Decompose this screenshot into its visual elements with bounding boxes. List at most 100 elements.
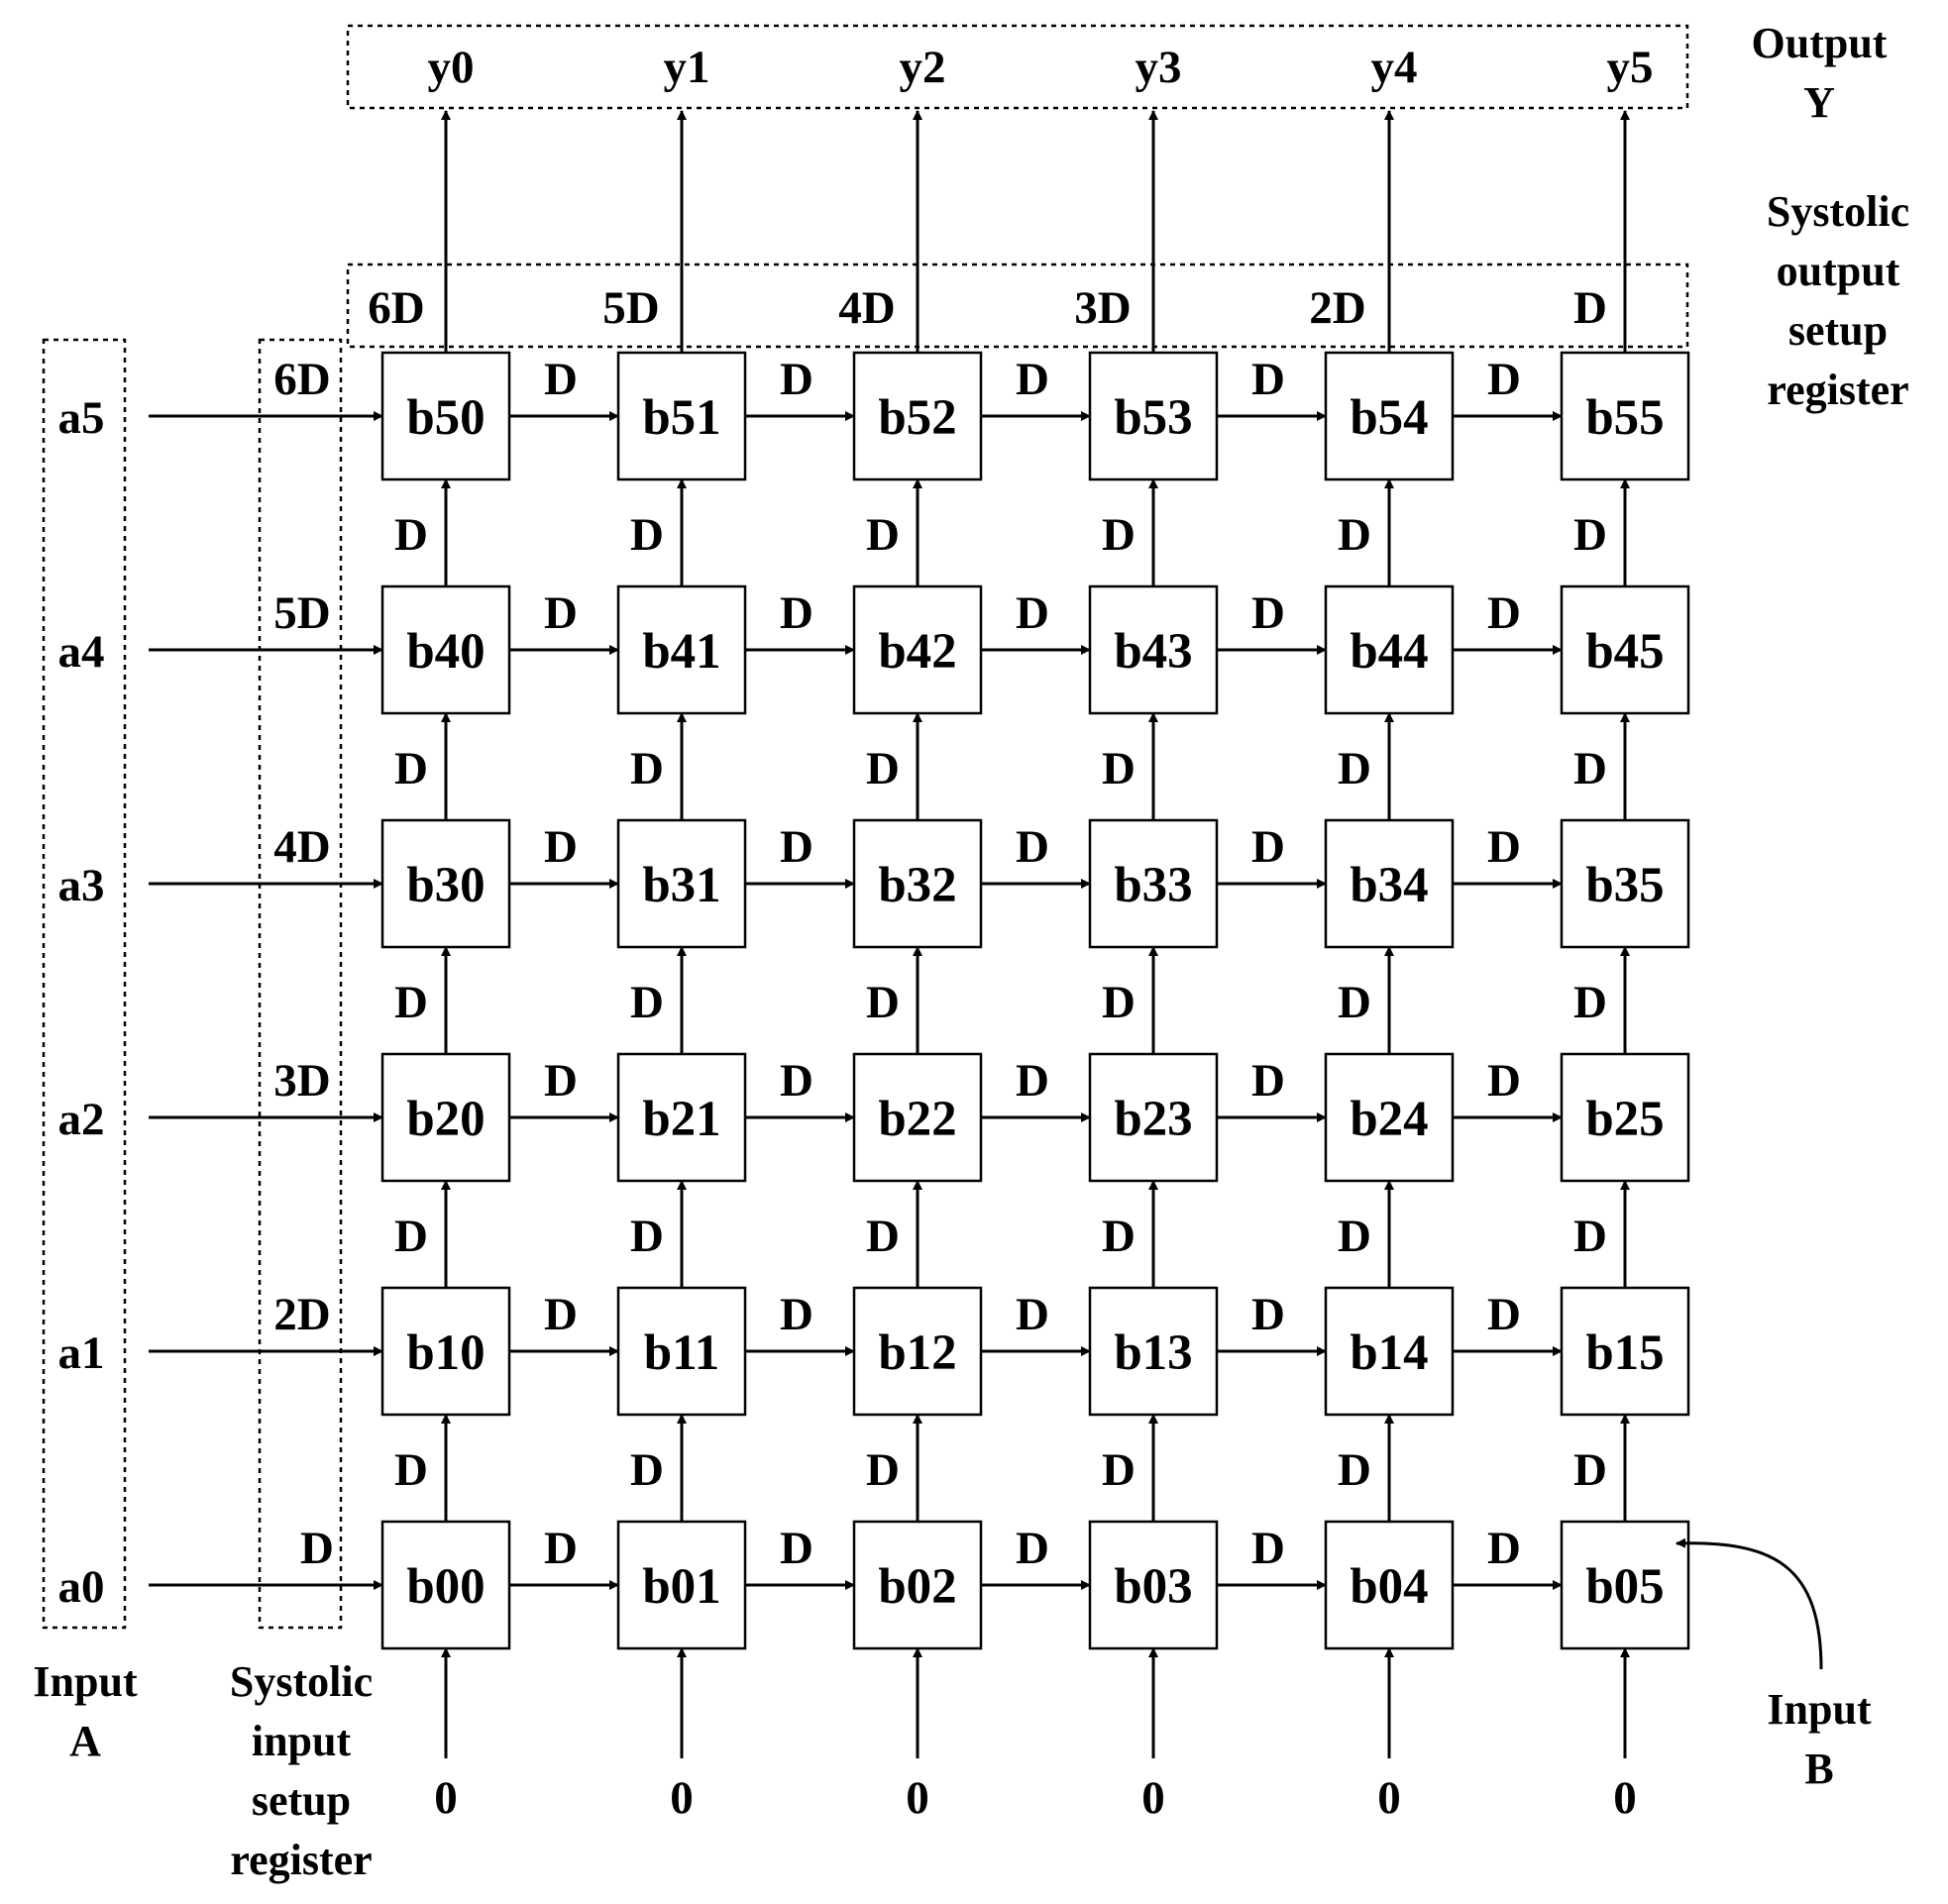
input-b-arrow [1676,1537,1823,1670]
cells-layer [380,351,1690,1650]
pe-cell-b15 [1560,1286,1690,1417]
zero-input-5: 0 [1613,1772,1637,1824]
h-delay-4-3: D [1251,587,1285,639]
output-delay-3: 3D [1074,282,1131,334]
input-delay-1: 2D [273,1289,330,1340]
h-delay-1-4: D [1487,1289,1521,1340]
h-delay-3-1: D [780,821,813,873]
output-label-y5: y5 [1607,42,1654,93]
v-delay-3-3: D [1102,743,1136,794]
h-delay-5-1: D [780,354,813,405]
v-delay-4-3: D [1102,509,1136,561]
pe-cell-b33 [1088,818,1219,949]
v-delay-4-5: D [1573,509,1607,561]
v-delay-2-1: D [630,977,664,1028]
pe-label-b22: b22 [878,1092,956,1147]
output-delay-2: 4D [838,282,895,334]
v-delay-3-1: D [630,743,664,794]
pe-label-b54: b54 [1350,390,1428,446]
pe-label-b03: b03 [1114,1559,1192,1615]
input-b-caption-line2: B [1804,1745,1833,1793]
v-delay-1-4: D [1338,1211,1371,1262]
v-delay-0-2: D [866,1444,900,1496]
h-delay-1-3: D [1251,1289,1285,1340]
output-y-register [346,24,1689,110]
pe-label-b12: b12 [878,1325,956,1381]
h-delay-5-0: D [544,354,578,405]
pe-label-b00: b00 [406,1559,485,1615]
pe-label-b15: b15 [1585,1325,1664,1381]
pe-cell-b00 [380,1520,511,1650]
pe-label-b04: b04 [1350,1559,1428,1615]
pe-label-b25: b25 [1585,1092,1664,1147]
pe-cell-b24 [1324,1052,1455,1183]
h-delay-4-1: D [780,587,813,639]
input-a-caption-line2: A [69,1717,101,1765]
pe-cell-b01 [616,1520,747,1650]
v-delay-2-2: D [866,977,900,1028]
pe-label-b44: b44 [1350,624,1428,680]
systolic-output-setup-register [346,263,1689,349]
pe-label-b05: b05 [1585,1559,1664,1615]
zero-input-4: 0 [1377,1772,1401,1824]
v-delay-4-2: D [866,509,900,561]
pe-cell-b14 [1324,1286,1455,1417]
h-delay-5-4: D [1487,354,1521,405]
h-delay-5-3: D [1251,354,1285,405]
pe-cell-b52 [852,351,983,481]
h-delay-1-0: D [544,1289,578,1340]
input-a-register [42,338,127,1630]
pe-label-b43: b43 [1114,624,1192,680]
pe-label-b32: b32 [878,858,956,913]
systolic-input-caption-line1: Systolic [230,1657,373,1706]
h-delay-3-0: D [544,821,578,873]
systolic-output-caption-line3: setup [1788,306,1888,355]
pe-label-b24: b24 [1350,1092,1428,1147]
output-y-caption-line1: Output [1752,19,1888,67]
v-delay-3-2: D [866,743,900,794]
systolic-input-caption-line4: register [230,1836,372,1884]
v-delay-0-1: D [630,1444,664,1496]
output-label-y1: y1 [664,42,710,93]
h-delay-2-4: D [1487,1055,1521,1107]
pe-cell-b55 [1560,351,1690,481]
output-delay-4: 2D [1309,282,1365,334]
pe-cell-b41 [616,584,747,715]
pe-label-b11: b11 [644,1325,720,1381]
pe-label-b53: b53 [1114,390,1192,446]
h-delay-5-2: D [1016,354,1049,405]
pe-cell-b05 [1560,1520,1690,1650]
pe-cell-b20 [380,1052,511,1183]
pe-cell-b53 [1088,351,1219,481]
h-delay-3-4: D [1487,821,1521,873]
pe-cell-b25 [1560,1052,1690,1183]
systolic-input-caption-line3: setup [252,1776,351,1825]
pe-cell-b50 [380,351,511,481]
h-delay-2-2: D [1016,1055,1049,1107]
h-delay-1-2: D [1016,1289,1049,1340]
input-label-a1: a1 [58,1327,105,1379]
wires-layer [149,110,1630,1758]
v-delay-0-3: D [1102,1444,1136,1496]
output-label-y0: y0 [428,42,475,93]
h-delay-1-1: D [780,1289,813,1340]
pe-cell-b13 [1088,1286,1219,1417]
zero-input-1: 0 [670,1772,694,1824]
output-label-y3: y3 [1136,42,1182,93]
pe-label-b33: b33 [1114,858,1192,913]
input-b-caption-line1: Input [1767,1685,1872,1734]
v-delay-0-0: D [394,1444,428,1496]
pe-cell-b03 [1088,1520,1219,1650]
pe-label-b13: b13 [1114,1325,1192,1381]
h-delay-0-1: D [780,1523,813,1574]
input-delay-3: 4D [273,821,330,873]
h-delay-2-0: D [544,1055,578,1107]
pe-cell-b31 [616,818,747,949]
pe-label-b55: b55 [1585,390,1664,446]
pe-cell-b42 [852,584,983,715]
v-delay-1-2: D [866,1211,900,1262]
v-delay-4-0: D [394,509,428,561]
v-delay-1-5: D [1573,1211,1607,1262]
